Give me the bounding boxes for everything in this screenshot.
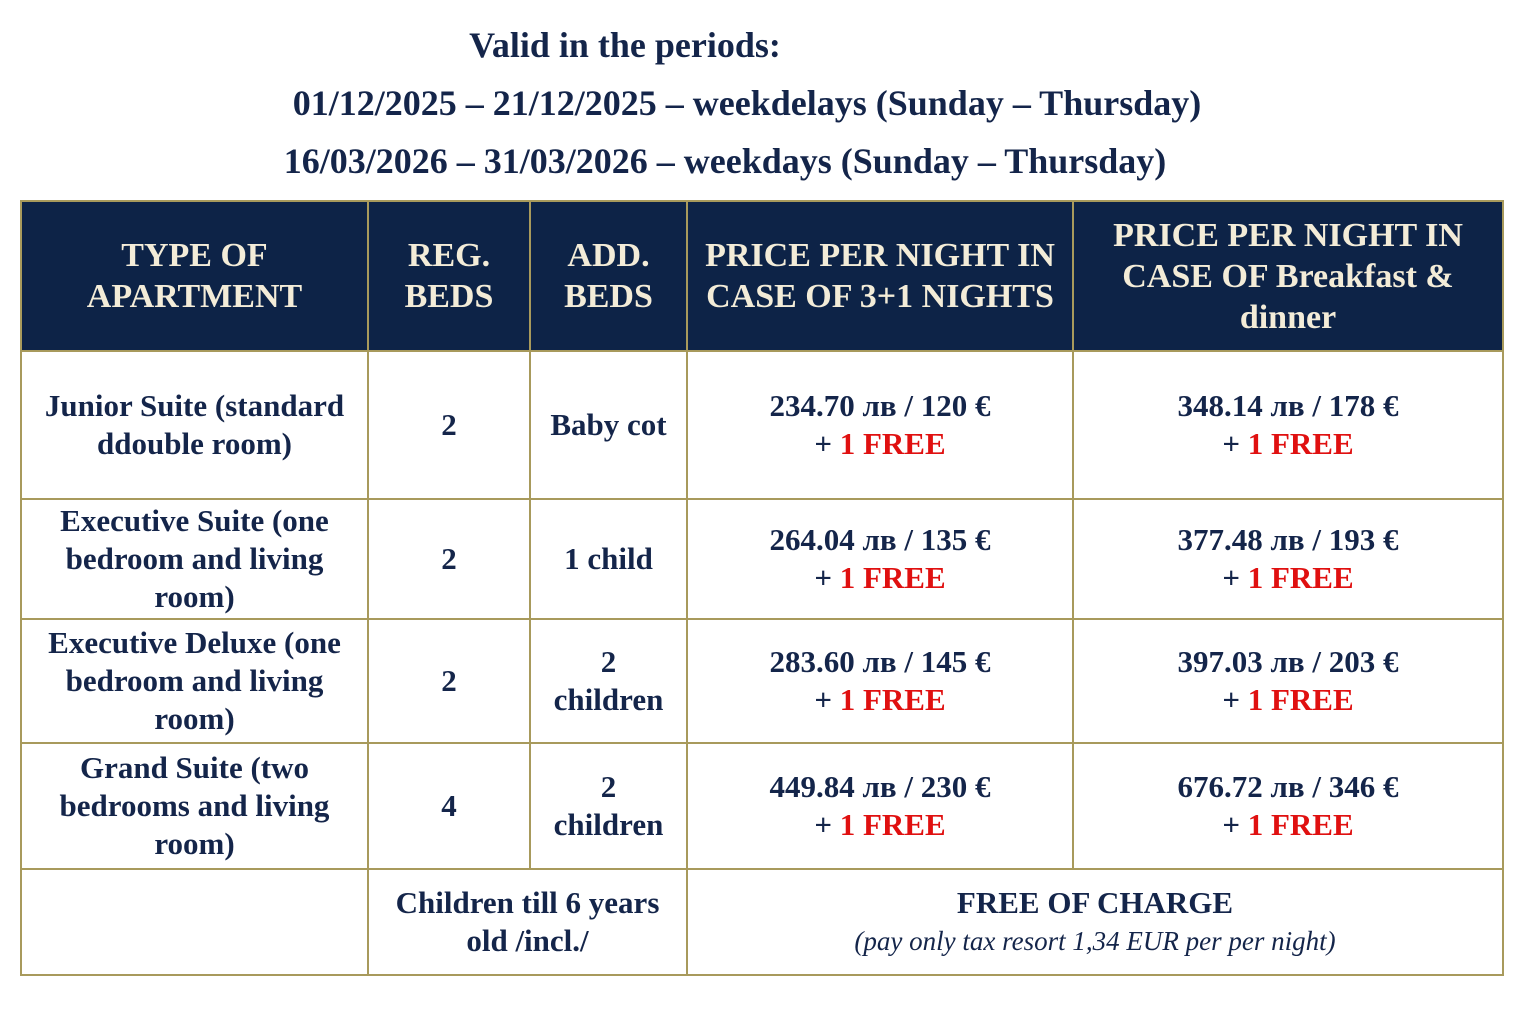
bonus: 1 FREE [839,560,946,595]
reg-beds: 2 [367,350,531,500]
apartment-type: Executive Suite (one bedroom and living … [20,498,369,620]
table-row: Junior Suite (standard ddouble room) 2 Bab… [20,350,1504,500]
table-row: Grand Suite (two bedrooms and living roo… [20,742,1504,870]
price: 676.72 лв / 346 € [1177,769,1399,804]
free-cell: FREE OF CHARGE (pay only tax resort 1,34 … [686,868,1504,976]
price: 348.14 лв / 178 € [1177,388,1399,423]
bonus: 1 FREE [839,426,946,461]
empty-cell [20,868,369,976]
header-row: TYPE OF APARTMENT REG. BEDS ADD. BEDS PRICE… [20,200,1504,352]
add-beds: 1 child [529,498,688,620]
period: 01/12/2025 – 21/12/2025 – weekdelays (Su… [292,83,1202,123]
column-header: TYPE OF APARTMENT [20,200,369,352]
price: 234.70 лв / 120 € [769,388,991,423]
price: 449.84 лв / 230 € [769,769,991,804]
price-cell: 676.72 лв / 346 € + 1 FREE [1072,742,1504,870]
column-header: PRICE PER NIGHT IN CASE OF 3+1 NIGHTS [686,200,1074,352]
plus: + [814,560,832,595]
apartment-type: Executive Deluxe (one bedroom and living… [20,618,369,744]
price-cell: 348.14 лв / 178 € + 1 FREE [1072,350,1504,500]
price-cell: 449.84 лв / 230 € + 1 FREE [686,742,1074,870]
bonus: 1 FREE [1247,560,1354,595]
plus: + [1222,682,1240,717]
bonus-line: + 1 FREE [1086,681,1490,719]
plus: + [1222,426,1240,461]
footer-row: Children till 6 years old /incl./FREE OF… [20,868,1504,976]
price-cell: 264.04 лв / 135 € + 1 FREE [686,498,1074,620]
table-row: Executive Suite (one bedroom and living … [20,498,1504,620]
bonus: 1 FREE [839,682,946,717]
plus: + [1222,560,1240,595]
table-row: Executive Deluxe (one bedroom and living… [20,618,1504,744]
plus: + [1222,807,1240,842]
free: FREE OF CHARGE [956,885,1234,920]
children-note: Children till 6 years old /incl./ [367,868,688,976]
bonus-line: + 1 FREE [700,425,1060,463]
plus: + [814,682,832,717]
bonus: 1 FREE [1247,807,1354,842]
bonus-line: + 1 FREE [700,559,1060,597]
price-cell: 283.60 лв / 145 € + 1 FREE [686,618,1074,744]
column-header: PRICE PER NIGHT IN CASE OF Breakfast & d… [1072,200,1504,352]
column-header: ADD. BEDS [529,200,688,352]
period: 16/03/2026 – 31/03/2026 – weekdays (Sund… [283,141,1167,181]
price-table: TYPE OF APARTMENT REG. BEDS ADD. BEDS PRICE… [20,200,1504,976]
reg-beds: 2 [367,498,531,620]
bonus-line: + 1 FREE [1086,425,1490,463]
bonus-line: + 1 FREE [1086,806,1490,844]
title: Valid in the periods: [469,25,781,65]
reg-beds: 4 [367,742,531,870]
apartment-type: Grand Suite (two bedrooms and living roo… [20,742,369,870]
apartment-type: Junior Suite (standard ddouble room) [20,350,369,500]
bonus-line: + 1 FREE [700,681,1060,719]
add-beds: Baby cot [529,350,688,500]
price: 283.60 лв / 145 € [769,644,991,679]
column-header: REG. BEDS [367,200,531,352]
bonus-line: + 1 FREE [700,806,1060,844]
bonus: 1 FREE [1247,426,1354,461]
plus: + [814,807,832,842]
price: 264.04 лв / 135 € [769,522,991,557]
add-beds: 2 children [529,742,688,870]
reg-beds: 2 [367,618,531,744]
price-cell: 397.03 лв / 203 € + 1 FREE [1072,618,1504,744]
price-cell: 377.48 лв / 193 € + 1 FREE [1072,498,1504,620]
bonus: 1 FREE [1247,682,1354,717]
price: 377.48 лв / 193 € [1177,522,1399,557]
price: 397.03 лв / 203 € [1177,644,1399,679]
add-beds: 2 children [529,618,688,744]
plus: + [814,426,832,461]
bonus: 1 FREE [839,807,946,842]
tax-note: (pay only tax resort 1,34 EUR per per ni… [854,926,1336,956]
bonus-line: + 1 FREE [1086,559,1490,597]
price-cell: 234.70 лв / 120 € + 1 FREE [686,350,1074,500]
